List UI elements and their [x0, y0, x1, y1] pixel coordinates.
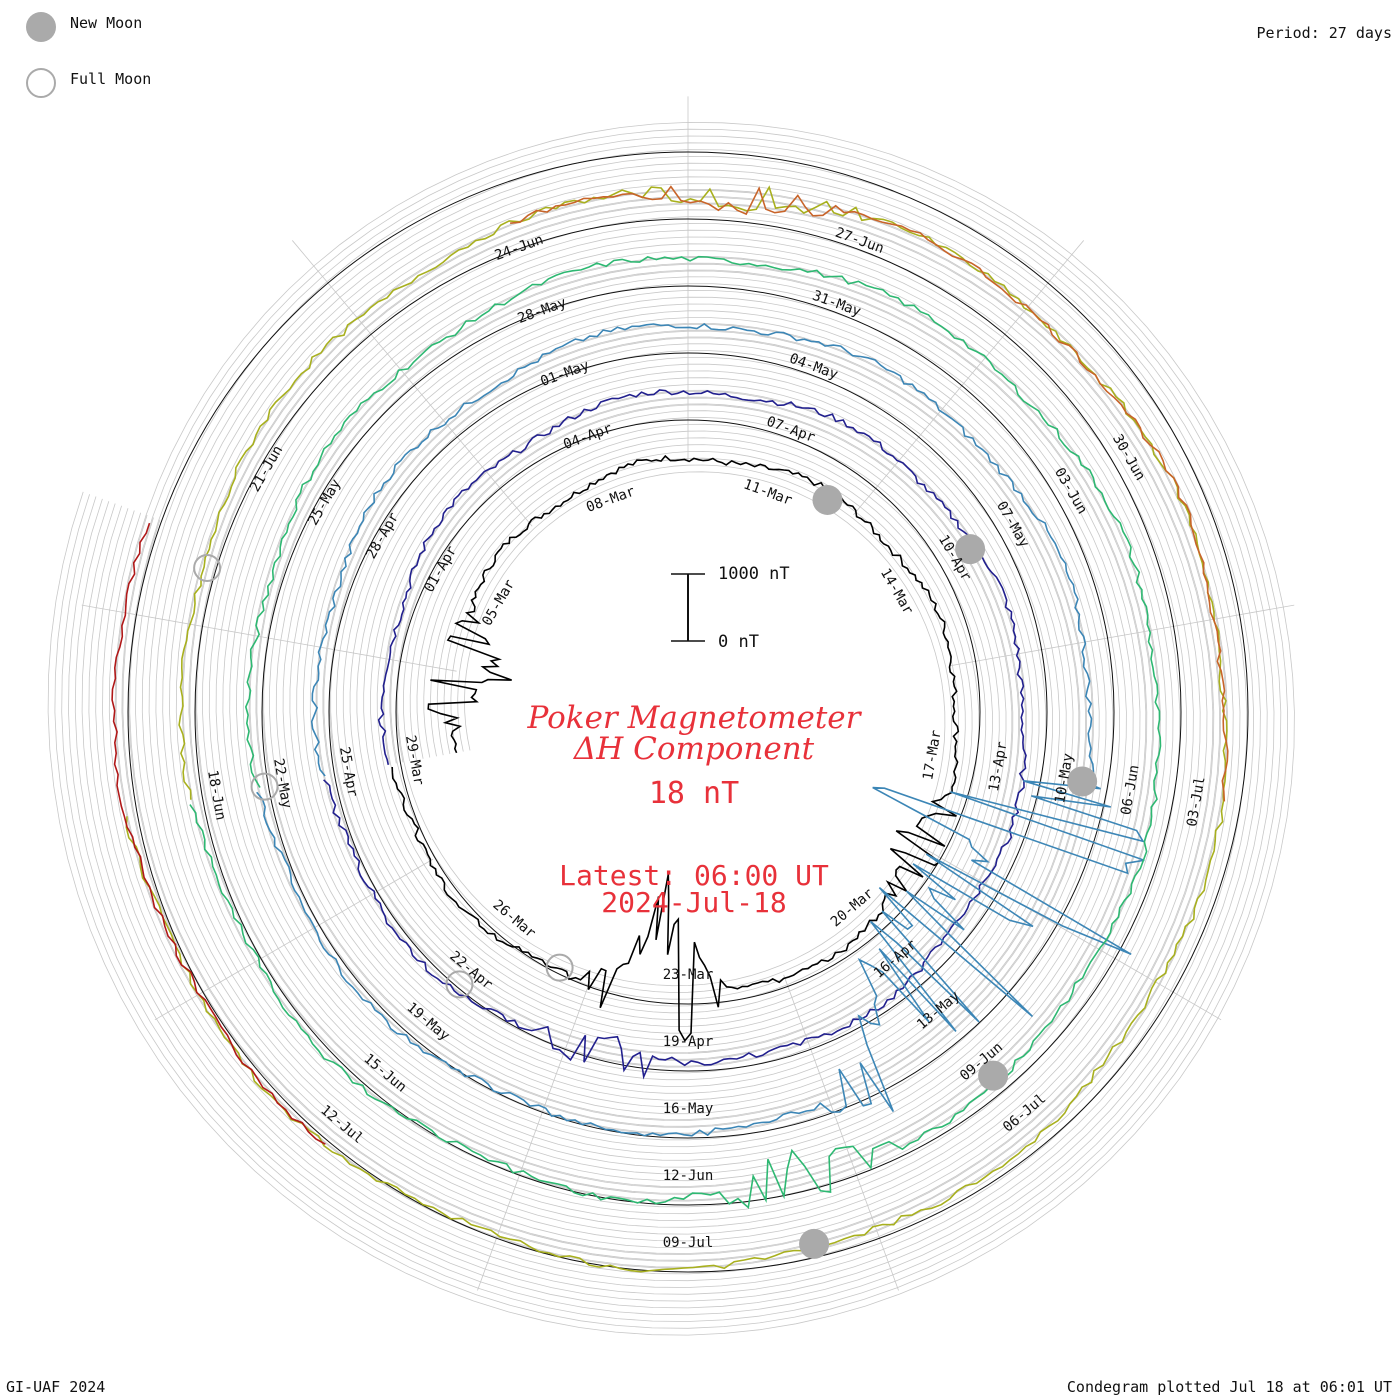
full-moon-marker	[545, 953, 574, 982]
footer-plotted: Condegram plotted Jul 18 at 06:01 UT	[1066, 1378, 1392, 1396]
baseline-rings	[127, 151, 1249, 1273]
grid-ring	[129, 203, 1214, 1254]
date-label: 25-Apr	[336, 746, 361, 799]
grid-ring	[54, 128, 1289, 1329]
scale-bar-top-label: 1000 nT	[718, 564, 790, 584]
date-label: 01-Apr	[421, 543, 460, 595]
series-line-7	[111, 522, 326, 1145]
series-line-2	[323, 389, 1027, 1080]
date-label: 22-May	[270, 757, 295, 810]
grid-spoke	[154, 858, 434, 1021]
grid-ring	[95, 169, 1248, 1288]
full-moon-icon	[26, 68, 56, 98]
grid-spokes	[81, 96, 1295, 1291]
latest-date: 2024-Jul-18	[601, 886, 787, 919]
baseline-ring	[127, 151, 1249, 1273]
grid-spoke	[853, 240, 1084, 516]
legend-new-moon-label: New Moon	[70, 14, 143, 32]
series-line-5	[125, 185, 1228, 1273]
date-label: 16-May	[663, 1101, 714, 1117]
new-moon-marker	[1067, 766, 1098, 797]
baseline-ring	[395, 419, 981, 1005]
new-moon-icon	[26, 12, 56, 42]
grid-ring	[122, 196, 1221, 1261]
baseline-ring	[194, 218, 1182, 1206]
date-label: 18-Jun	[204, 769, 229, 822]
series-line-4	[189, 255, 1162, 1210]
date-label: 23-Mar	[663, 967, 714, 983]
series-line-6	[510, 185, 1229, 802]
chart-subtitle: ΔH Component	[573, 731, 815, 767]
scale-value: 18 nT	[648, 776, 740, 811]
series-line-1	[391, 454, 960, 1043]
grid-spoke	[81, 604, 457, 672]
date-label: 19-Apr	[663, 1034, 714, 1050]
date-label: 03-Jul	[1184, 775, 1209, 828]
date-label: 21-Jun	[247, 443, 286, 495]
grid-spoke	[923, 847, 1222, 1021]
chart-title: Poker Magnetometer	[527, 700, 861, 736]
grid-ring	[81, 155, 1261, 1302]
grid-ring	[102, 176, 1241, 1282]
date-label: 25-May	[305, 476, 344, 528]
scale-bar-bottom-label: 0 nT	[718, 632, 759, 652]
moon-markers	[193, 484, 1098, 1259]
grid-ring	[88, 162, 1255, 1295]
series-line-3	[256, 323, 1145, 1137]
full-moon-marker	[445, 970, 474, 999]
series-traces	[111, 185, 1229, 1273]
scale-bar	[671, 573, 705, 642]
grid-spoke	[477, 981, 591, 1291]
new-moon-marker	[978, 1060, 1009, 1091]
grid-ring	[68, 142, 1275, 1316]
grid-ring	[108, 183, 1234, 1275]
grid-spoke	[948, 604, 1295, 667]
grid-ring	[61, 135, 1282, 1322]
full-moon-marker	[193, 554, 222, 583]
date-label: 28-Apr	[363, 510, 402, 562]
period-label: Period: 27 days	[1256, 24, 1392, 42]
new-moon-marker	[955, 534, 986, 565]
baseline-ring	[328, 352, 1048, 1072]
latest-time: Latest: 06:00 UT	[559, 859, 829, 892]
date-label: 12-Jun	[663, 1168, 714, 1184]
new-moon-marker	[799, 1228, 830, 1259]
grid-ring	[74, 149, 1268, 1309]
full-moon-marker	[250, 772, 279, 801]
legend-full-moon-label: Full Moon	[70, 70, 152, 88]
footer-credit: GI-UAF 2024	[6, 1378, 106, 1396]
date-label: 09-Jul	[663, 1235, 714, 1251]
new-moon-marker	[812, 484, 843, 515]
baseline-ring	[261, 285, 1115, 1139]
grid-spoke	[292, 240, 533, 527]
date-label: 05-Mar	[479, 577, 518, 629]
